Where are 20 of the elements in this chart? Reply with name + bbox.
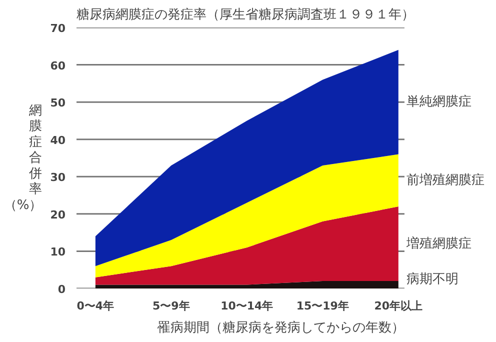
y-tick-label: 40	[50, 134, 66, 147]
chart-title: 糖尿病網膜症の発症率（厚生省糖尿病調査班１９９１年）	[76, 6, 414, 22]
y-tick-label: 10	[50, 246, 66, 259]
x-tick-label: 0〜4年	[76, 300, 114, 312]
series-label: 単純網膜症	[406, 94, 472, 110]
x-tick-label: 10〜14年	[220, 300, 274, 312]
x-tick-label: 15〜19年	[296, 300, 349, 312]
y-tick-label: 60	[50, 59, 66, 72]
y-tick-label: 20	[50, 208, 66, 222]
y-tick-label: 50	[50, 96, 66, 110]
y-tick-label: 70	[50, 22, 66, 35]
x-axis-title: 罹病期間（糖尿病を発病してからの年数）	[156, 320, 404, 336]
series-label: 前増殖網膜症	[406, 172, 484, 188]
y-tick-label: 0	[58, 283, 66, 296]
x-tick-label: 5〜9年	[152, 300, 190, 312]
series-label: 病期不明	[406, 272, 458, 287]
x-tick-label: 20年以上	[374, 300, 423, 312]
series-label: 増殖網膜症	[405, 235, 472, 252]
y-tick-label: 30	[50, 171, 66, 184]
y-axis-title: 網膜症合併率（%）	[4, 103, 42, 213]
